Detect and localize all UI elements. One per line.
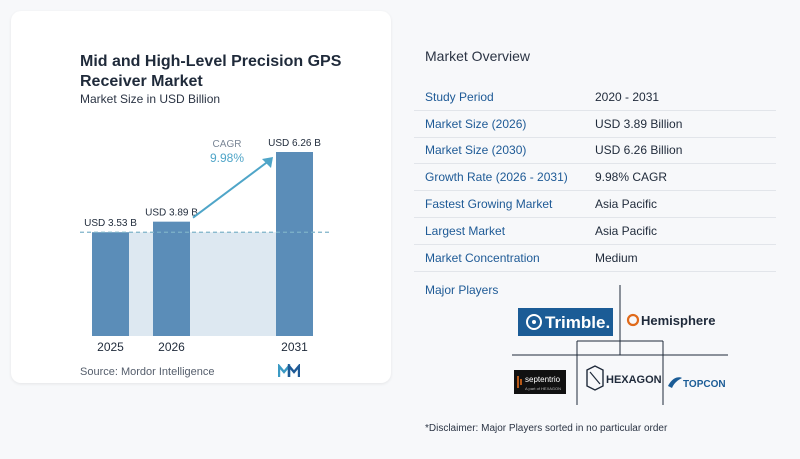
chart-title: Mid and High-Level Precision GPS Receive… <box>80 53 342 90</box>
mordor-logo-icon <box>278 364 300 377</box>
value-label-2026: USD 3.89 B <box>145 208 198 219</box>
overview-key: Fastest Growing Market <box>425 197 553 212</box>
overview-title: Market Overview <box>425 48 531 64</box>
overview-table: Study Period 2020 - 2031 Market Size (20… <box>414 84 776 272</box>
bar-chart: USD 3.53 B USD 3.89 B USD 6.26 B 2025 2026 20… <box>80 138 330 354</box>
overview-row: Market Size (2030) USD 6.26 Billion <box>414 138 776 165</box>
bar-2025 <box>92 232 129 336</box>
overview-row: Fastest Growing Market Asia Pacific <box>414 191 776 218</box>
overview-key: Growth Rate (2026 - 2031) <box>425 170 568 185</box>
overview-key: Market Concentration <box>425 250 540 265</box>
category-label-2026: 2026 <box>158 340 185 354</box>
overview-value: Medium <box>595 250 638 265</box>
overview-value: Asia Pacific <box>595 197 658 212</box>
overview-row: Market Concentration Medium <box>414 245 776 272</box>
overview-row: Market Size (2026) USD 3.89 Billion <box>414 111 776 138</box>
bar-2026 <box>153 221 190 336</box>
overview-value: 9.98% CAGR <box>595 170 668 185</box>
value-label-2031: USD 6.26 B <box>268 138 321 149</box>
cagr-arrow <box>192 159 271 219</box>
source-note: Source: Mordor Intelligence <box>80 366 215 378</box>
category-label-2025: 2025 <box>97 340 124 354</box>
overview-row: Largest Market Asia Pacific <box>414 218 776 245</box>
overview-key: Study Period <box>425 89 494 104</box>
cagr-label: CAGR <box>213 139 242 150</box>
major-players-title: Major Players <box>425 283 499 297</box>
chart-subtitle: Market Size in USD Billion <box>80 92 221 106</box>
value-label-2025: USD 3.53 B <box>84 218 137 229</box>
disclaimer: *Disclaimer: Major Players sorted in no … <box>425 423 668 434</box>
overview-value: USD 3.89 Billion <box>595 116 683 131</box>
category-label-2031: 2031 <box>281 340 308 354</box>
cagr-value: 9.98% <box>210 151 244 165</box>
overview-row: Growth Rate (2026 - 2031) 9.98% CAGR <box>414 164 776 192</box>
overview-key: Market Size (2026) <box>425 116 527 131</box>
overview-value: 2020 - 2031 <box>595 89 660 104</box>
overview-value: USD 6.26 Billion <box>595 143 683 158</box>
overview-key: Largest Market <box>425 223 506 238</box>
overview-row: Study Period 2020 - 2031 <box>414 84 776 111</box>
bar-2031 <box>276 152 313 336</box>
cagr-arrowhead <box>262 157 273 168</box>
overview-key: Market Size (2030) <box>425 143 527 158</box>
overview-value: Asia Pacific <box>595 223 658 238</box>
